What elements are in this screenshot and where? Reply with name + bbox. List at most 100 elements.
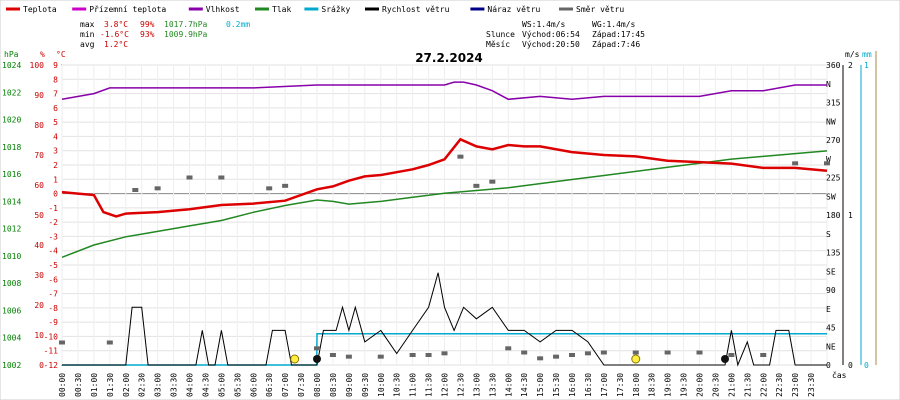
- sun-marker: [631, 354, 641, 364]
- time-tick-label: 07:00: [281, 373, 290, 397]
- time-tick-label: 19:00: [664, 373, 673, 397]
- temp-tick-label: 2: [53, 161, 58, 170]
- wind-direction-point: [345, 354, 352, 359]
- wind-direction-point: [537, 356, 544, 361]
- wind-direction-point: [664, 350, 671, 355]
- x-axis-label: čas: [832, 370, 847, 380]
- time-tick-label: 20:30: [711, 373, 720, 397]
- direction-tick-label: 270: [826, 136, 841, 145]
- direction-tick-label: SE: [826, 267, 836, 276]
- direction-tick-label: E: [826, 305, 831, 314]
- moonrise-time: Východ:20:50: [522, 40, 580, 49]
- temp-tick-label: -2: [48, 218, 58, 227]
- temp-tick-label: -8: [48, 304, 58, 313]
- sun-moon-markers: [290, 354, 729, 364]
- wind-direction-point: [584, 351, 591, 356]
- wind-speed-tick-label: 2: [848, 61, 853, 70]
- wind-direction-point: [600, 350, 607, 355]
- wind-speed-tick-label: 0: [848, 361, 853, 370]
- time-tick-label: 01:30: [106, 373, 115, 397]
- direction-tick-label: NW: [826, 117, 836, 126]
- time-tick-label: 19:30: [680, 373, 689, 397]
- grid: [61, 64, 828, 366]
- wind-speed-summary: WS:1.4m/s: [522, 20, 566, 29]
- pressure-tick-label: 1018: [2, 143, 21, 152]
- temp-tick-label: -11: [44, 347, 59, 356]
- humidity-tick-label: 0: [39, 361, 44, 370]
- time-tick-label: 02:00: [122, 373, 131, 397]
- legend-entry: Tlak: [272, 5, 291, 14]
- stats-min-label: min: [80, 30, 95, 39]
- stats-min-temp: -1.6°C: [100, 30, 129, 39]
- pressure-tick-label: 1004: [2, 334, 21, 343]
- time-tick-label: 13:00: [472, 373, 481, 397]
- wind-direction-point: [154, 186, 161, 191]
- legend-entry: Teplota: [23, 5, 57, 14]
- series: [59, 81, 830, 367]
- moon-label: Měsíc: [486, 40, 510, 49]
- direction-tick-label: W: [826, 155, 831, 164]
- direction-tick-label: 135: [826, 249, 841, 258]
- humidity-tick-label: 80: [34, 121, 44, 130]
- stats-panel: max 3.8°C 99% 1017.7hPa 0.2mm min -1.6°C…: [80, 20, 250, 49]
- chart-title: 27.2.2024: [415, 51, 483, 65]
- astro-panel: WS:1.4m/s WG:1.4m/s Slunce Východ:06:54 …: [486, 20, 645, 49]
- temp-tick-label: 3: [53, 147, 58, 156]
- wind-direction-point: [282, 183, 289, 188]
- time-tick-label: 22:30: [775, 373, 784, 397]
- time-tick-label: 01:00: [90, 373, 99, 397]
- moon-marker: [721, 355, 729, 363]
- humidity-tick-label: 60: [34, 181, 44, 190]
- direction-tick-label: S: [826, 230, 831, 239]
- stats-max-press: 1017.7hPa: [164, 20, 208, 29]
- time-tick-label: 14:00: [504, 373, 513, 397]
- humidity-tick-label: 70: [34, 151, 44, 160]
- wind-direction-point: [132, 188, 139, 192]
- wind-direction-point: [266, 186, 273, 191]
- stats-max-rain: 0.2mm: [226, 20, 250, 29]
- rain-tick-label: 1: [864, 61, 869, 70]
- rain-tick-label: 0: [864, 361, 869, 370]
- direction-tick-label: 225: [826, 174, 841, 183]
- legend-entry: Rychlost větru: [382, 5, 450, 14]
- temp-tick-label: 4: [53, 132, 58, 141]
- temp-tick-label: 1: [53, 175, 58, 184]
- direction-tick-label: 90: [826, 286, 836, 295]
- wind-direction-point: [505, 346, 512, 351]
- legend-entry: Srážky: [321, 5, 350, 14]
- time-tick-label: 07:30: [297, 373, 306, 397]
- stats-avg-temp: 1.2°C: [104, 40, 128, 49]
- time-tick-label: 03:00: [154, 373, 163, 397]
- wind-direction-point: [409, 353, 416, 357]
- humidity-tick-label: 20: [34, 301, 44, 310]
- temp-axis-label: °C: [56, 50, 66, 59]
- temp-tick-label: -6: [48, 275, 58, 284]
- stats-max-hum: 99%: [140, 20, 155, 29]
- direction-tick-label: 315: [826, 99, 841, 108]
- time-tick-label: 12:00: [441, 373, 450, 397]
- time-tick-label: 11:00: [409, 373, 418, 397]
- time-tick-label: 18:00: [632, 373, 641, 397]
- direction-tick-label: NE: [826, 342, 836, 351]
- axes: 9876543210-1-2-3-4-5-6-7-8-9-10-11-12100…: [2, 51, 877, 397]
- time-tick-label: 17:00: [600, 373, 609, 397]
- pressure-tick-label: 1006: [2, 306, 21, 315]
- time-tick-label: 09:00: [345, 373, 354, 397]
- pressure-tick-label: 1002: [2, 361, 21, 370]
- wind-direction-point: [441, 351, 448, 356]
- moon-marker: [313, 355, 321, 363]
- time-tick-label: 00:30: [74, 373, 83, 397]
- wind-direction-point: [314, 346, 320, 351]
- wind-direction-point: [377, 354, 384, 359]
- wind-direction-point: [824, 161, 830, 166]
- time-tick-label: 12:30: [456, 373, 465, 397]
- time-tick-label: 15:30: [552, 373, 561, 397]
- humidity-tick-label: 100: [30, 61, 45, 70]
- time-tick-label: 11:30: [425, 373, 434, 397]
- pressure-tick-label: 1020: [2, 116, 21, 125]
- pressure-tick-label: 1008: [2, 279, 21, 288]
- time-tick-label: 04:30: [201, 373, 210, 397]
- time-tick-label: 21:30: [743, 373, 752, 397]
- wind-direction-point: [186, 175, 193, 180]
- hpa-axis-label: hPa: [4, 50, 19, 59]
